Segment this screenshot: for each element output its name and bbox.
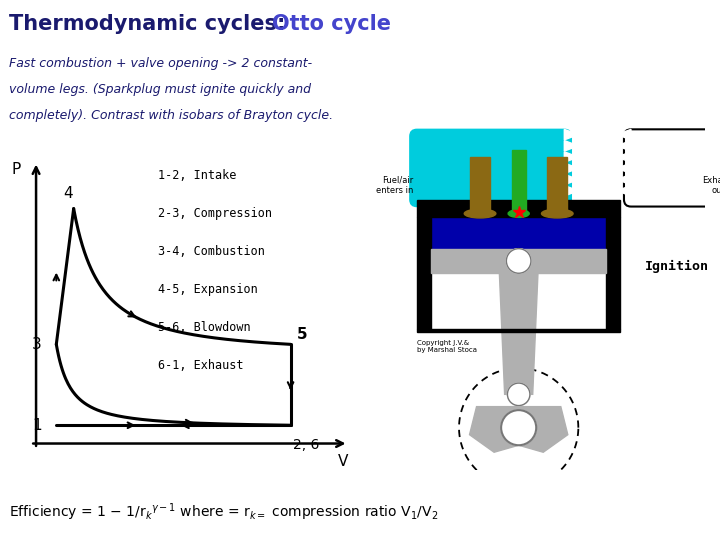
Polygon shape <box>617 152 631 163</box>
Polygon shape <box>617 186 631 196</box>
Text: Exhaust
out: Exhaust out <box>702 176 720 195</box>
Text: 4: 4 <box>63 186 73 201</box>
Text: Otto cycle: Otto cycle <box>272 14 391 33</box>
Circle shape <box>508 383 530 406</box>
Text: Copyright J.V.&
by Marshal Stoca: Copyright J.V.& by Marshal Stoca <box>417 340 477 354</box>
Text: 4-5, Expansion: 4-5, Expansion <box>158 283 257 296</box>
Ellipse shape <box>508 210 529 218</box>
Text: Fuel/air
enters in: Fuel/air enters in <box>376 176 413 195</box>
Text: completely). Contrast with isobars of Brayton cycle.: completely). Contrast with isobars of Br… <box>9 109 333 122</box>
Text: 6-1, Exhaust: 6-1, Exhaust <box>158 359 243 372</box>
Text: volume legs. (Sparkplug must ignite quickly and: volume legs. (Sparkplug must ignite quic… <box>9 83 311 96</box>
Polygon shape <box>617 174 631 185</box>
Text: 2-3, Compression: 2-3, Compression <box>158 207 271 220</box>
Circle shape <box>508 383 530 406</box>
Bar <box>417 329 621 332</box>
Bar <box>512 150 526 213</box>
Bar <box>431 217 606 248</box>
Polygon shape <box>617 130 631 140</box>
Text: Ignition: Ignition <box>645 260 709 273</box>
Polygon shape <box>469 407 568 453</box>
Bar <box>417 199 621 217</box>
Text: Thermodynamic cycles:: Thermodynamic cycles: <box>9 14 293 33</box>
Polygon shape <box>564 140 578 151</box>
Text: 2, 6: 2, 6 <box>294 438 320 453</box>
Polygon shape <box>500 273 538 394</box>
Ellipse shape <box>464 209 496 218</box>
FancyBboxPatch shape <box>624 130 715 206</box>
Polygon shape <box>617 140 631 151</box>
Text: 1: 1 <box>32 418 42 433</box>
FancyBboxPatch shape <box>410 130 572 206</box>
Polygon shape <box>564 186 578 196</box>
Polygon shape <box>564 152 578 163</box>
Text: P: P <box>12 162 20 177</box>
Polygon shape <box>617 163 631 173</box>
Text: Fast combustion + valve opening -> 2 constant-: Fast combustion + valve opening -> 2 con… <box>9 57 312 70</box>
Text: V: V <box>338 454 348 469</box>
Text: 3: 3 <box>32 337 42 352</box>
Text: 5: 5 <box>297 327 307 342</box>
Text: Efficiency = 1 $-$ 1/r$_k$$^{\gamma-1}$ where = r$_{k=}$ compression ratio V$_1$: Efficiency = 1 $-$ 1/r$_k$$^{\gamma-1}$ … <box>9 501 438 523</box>
Text: 3-4, Combustion: 3-4, Combustion <box>158 245 264 258</box>
Circle shape <box>506 248 531 273</box>
Bar <box>606 217 621 329</box>
Text: 5-6, Blowdown: 5-6, Blowdown <box>158 321 250 334</box>
Bar <box>431 248 606 273</box>
Polygon shape <box>564 163 578 173</box>
Text: 1-2, Intake: 1-2, Intake <box>158 170 236 183</box>
Polygon shape <box>564 174 578 185</box>
Ellipse shape <box>541 209 573 218</box>
Bar <box>547 157 567 213</box>
Circle shape <box>501 410 536 445</box>
Bar <box>417 217 431 329</box>
Bar <box>470 157 490 213</box>
Polygon shape <box>564 130 578 140</box>
